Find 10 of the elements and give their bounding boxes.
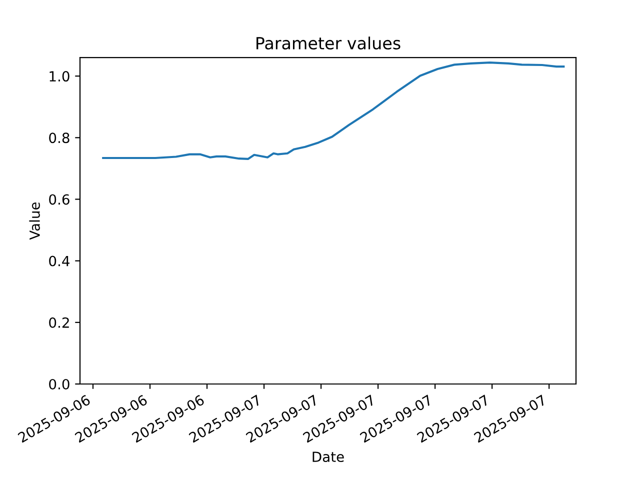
- y-tick-label: 0.8: [49, 132, 70, 144]
- y-axis-title: Value: [29, 202, 40, 240]
- x-axis-title: Date: [312, 452, 344, 462]
- y-tick-label: 0.4: [49, 256, 70, 266]
- y-tick-label: 0.2: [49, 317, 69, 328]
- y-tick-label: 1.0: [50, 71, 70, 82]
- y-tick-label: 0.6: [49, 194, 70, 205]
- line-series: [102, 61, 565, 160]
- y-tick-label: 0.0: [49, 378, 70, 390]
- chart-title: Parameter values: [256, 36, 400, 50]
